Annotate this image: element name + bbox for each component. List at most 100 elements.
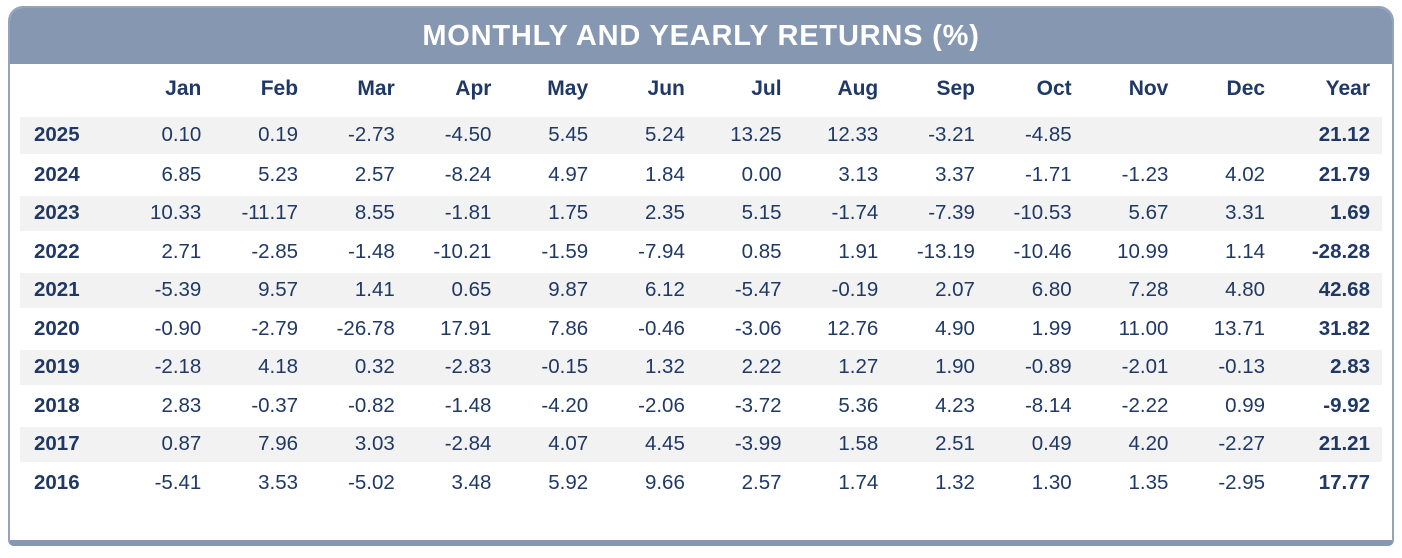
cell-2025-aug: 12.33 [785,117,883,158]
cell-2025-year: 21.12 [1269,117,1382,158]
cell-2024-may: 4.97 [495,155,593,196]
cell-2024-jan: 6.85 [108,155,206,196]
cell-2019-aug: 1.27 [785,348,883,389]
cell-2020-mar: -26.78 [302,309,399,350]
table-row-2019: 2019 -2.18 4.18 0.32 -2.83 -0.15 1.32 2.22 1.27 1… [20,348,1382,389]
row-label-2018: 2018 [20,386,109,427]
returns-table-body: 2025 0.10 0.19 -2.73 -4.50 5.45 5.24 13.25 12.33… [20,117,1382,504]
cell-2018-jun: -2.06 [592,386,689,427]
cell-2021-aug: -0.19 [785,271,883,312]
cell-2019-jan: -2.18 [108,348,206,389]
cell-2023-jun: 2.35 [592,194,689,235]
column-header-may: May [495,64,593,117]
cell-2016-apr: 3.48 [398,463,496,504]
cell-2022-dec: 1.14 [1172,232,1270,273]
cell-2024-dec: 4.02 [1172,155,1270,196]
cell-2023-aug: -1.74 [785,194,883,235]
row-label-2020: 2020 [20,309,109,350]
cell-2021-nov: 7.28 [1075,271,1173,312]
cell-2016-oct: 1.30 [978,463,1076,504]
cell-2017-apr: -2.84 [398,425,496,466]
cell-2018-year: -9.92 [1269,386,1382,427]
cell-2022-oct: -10.46 [978,232,1076,273]
cell-2023-mar: 8.55 [302,194,399,235]
column-header-jul: Jul [688,64,786,117]
cell-2021-mar: 1.41 [302,271,399,312]
table-row-2020: 2020 -0.90 -2.79 -26.78 17.91 7.86 -0.46 -3.06 1… [20,309,1382,350]
table-title-bar: MONTHLY AND YEARLY RETURNS (%) [10,8,1392,64]
cell-2020-feb: -2.79 [205,309,303,350]
cell-2024-nov: -1.23 [1075,155,1173,196]
cell-2017-mar: 3.03 [302,425,399,466]
cell-2016-mar: -5.02 [302,463,399,504]
table-row-2023: 2023 10.33 -11.17 8.55 -1.81 1.75 2.35 5.15 -1.7… [20,194,1382,235]
cell-2019-nov: -2.01 [1075,348,1173,389]
cell-2018-oct: -8.14 [978,386,1076,427]
cell-2017-nov: 4.20 [1075,425,1173,466]
column-header-year: Year [1269,64,1382,117]
cell-2016-dec: -2.95 [1172,463,1270,504]
cell-2023-oct: -10.53 [978,194,1076,235]
column-header-oct: Oct [978,64,1076,117]
cell-2023-jul: 5.15 [688,194,786,235]
row-label-2019: 2019 [20,348,109,389]
table-row-2016: 2016 -5.41 3.53 -5.02 3.48 5.92 9.66 2.57 1.74 1.… [20,463,1382,504]
cell-2020-jul: -3.06 [688,309,786,350]
column-header-jun: Jun [592,64,689,117]
cell-2021-oct: 6.80 [978,271,1076,312]
cell-2025-feb: 0.19 [205,117,303,158]
cell-2024-year: 21.79 [1269,155,1382,196]
returns-table: Jan Feb Mar Apr May Jun Jul Aug Sep Oct Nov Dec Year… [20,64,1382,504]
column-header-dec: Dec [1172,64,1270,117]
cell-2023-jan: 10.33 [108,194,206,235]
cell-2020-nov: 11.00 [1075,309,1173,350]
cell-2018-nov: -2.22 [1075,386,1173,427]
cell-2021-sep: 2.07 [882,271,979,312]
cell-2022-year: -28.28 [1269,232,1382,273]
cell-2017-feb: 7.96 [205,425,303,466]
cell-2021-feb: 9.57 [205,271,303,312]
cell-2024-jun: 1.84 [592,155,689,196]
cell-2025-jul: 13.25 [688,117,786,158]
cell-2017-jun: 4.45 [592,425,689,466]
cell-2020-jan: -0.90 [108,309,206,350]
cell-2017-aug: 1.58 [785,425,883,466]
cell-2022-sep: -13.19 [882,232,979,273]
row-label-2025: 2025 [20,117,109,158]
cell-2019-oct: -0.89 [978,348,1076,389]
cell-2020-year: 31.82 [1269,309,1382,350]
table-row-2021: 2021 -5.39 9.57 1.41 0.65 9.87 6.12 -5.47 -0.19 2… [20,271,1382,312]
cell-2021-apr: 0.65 [398,271,496,312]
cell-2025-nov [1075,117,1173,158]
column-header-spacer [20,64,109,117]
cell-2016-sep: 1.32 [882,463,979,504]
cell-2022-mar: -1.48 [302,232,399,273]
cell-2017-may: 4.07 [495,425,593,466]
column-header-nov: Nov [1075,64,1173,117]
cell-2020-aug: 12.76 [785,309,883,350]
row-label-2022: 2022 [20,232,109,273]
cell-2025-dec [1172,117,1270,158]
cell-2019-jul: 2.22 [688,348,786,389]
cell-2016-aug: 1.74 [785,463,883,504]
cell-2023-nov: 5.67 [1075,194,1173,235]
cell-2023-may: 1.75 [495,194,593,235]
cell-2022-jan: 2.71 [108,232,206,273]
cell-2025-oct: -4.85 [978,117,1076,158]
cell-2017-dec: -2.27 [1172,425,1270,466]
column-header-sep: Sep [882,64,979,117]
cell-2019-sep: 1.90 [882,348,979,389]
cell-2017-year: 21.21 [1269,425,1382,466]
cell-2018-jul: -3.72 [688,386,786,427]
cell-2016-nov: 1.35 [1075,463,1173,504]
cell-2021-jul: -5.47 [688,271,786,312]
table-row-2018: 2018 2.83 -0.37 -0.82 -1.48 -4.20 -2.06 -3.72 5.… [20,386,1382,427]
cell-2022-may: -1.59 [495,232,593,273]
cell-2017-jul: -3.99 [688,425,786,466]
cell-2018-feb: -0.37 [205,386,303,427]
cell-2019-mar: 0.32 [302,348,399,389]
cell-2016-year: 17.77 [1269,463,1382,504]
cell-2016-feb: 3.53 [205,463,303,504]
cell-2022-aug: 1.91 [785,232,883,273]
table-title: MONTHLY AND YEARLY RETURNS (%) [422,19,980,52]
